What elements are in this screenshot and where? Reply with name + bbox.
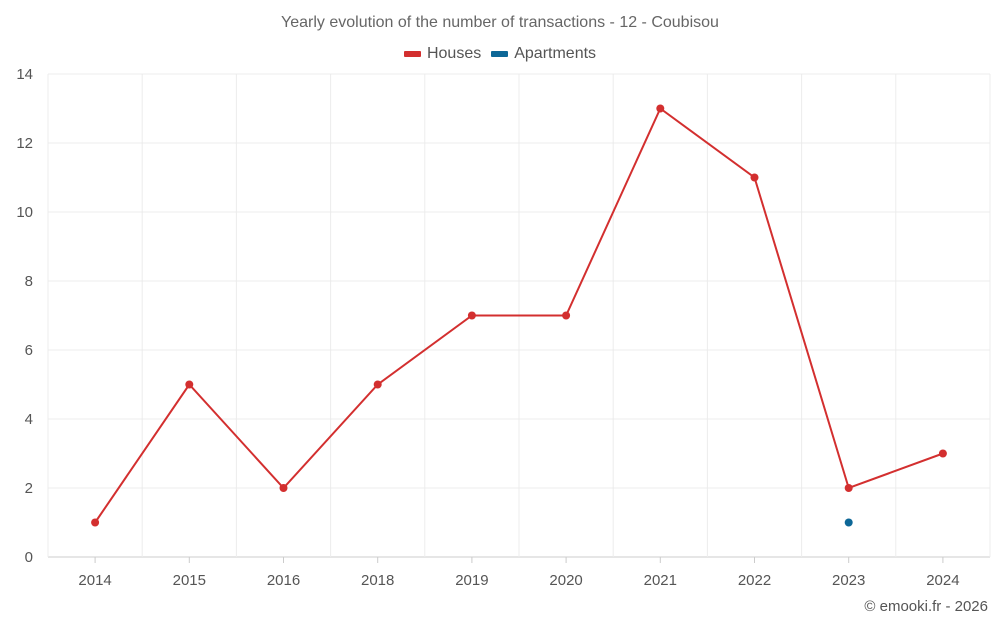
credit-text: © emooki.fr - 2026 bbox=[864, 598, 988, 615]
y-tick-label-10: 10 bbox=[16, 204, 33, 221]
data-point-houses-2019 bbox=[467, 311, 476, 320]
legend: Houses Apartments bbox=[0, 45, 1000, 63]
data-point-houses-2014 bbox=[91, 518, 100, 527]
x-tick-label-2023: 2023 bbox=[832, 572, 865, 589]
legend-item-apartments[interactable]: Apartments bbox=[491, 45, 596, 63]
y-tick-label-8: 8 bbox=[25, 273, 33, 290]
data-point-houses-2018 bbox=[373, 380, 382, 389]
data-point-houses-2015 bbox=[185, 380, 194, 389]
data-point-apartments-2023 bbox=[844, 518, 853, 527]
y-tick-label-4: 4 bbox=[25, 411, 33, 428]
legend-swatch-apartments bbox=[491, 51, 509, 57]
data-point-houses-2024 bbox=[938, 449, 947, 458]
y-tick-label-6: 6 bbox=[25, 342, 33, 359]
x-tick-label-2019: 2019 bbox=[455, 572, 488, 589]
x-tick-label-2021: 2021 bbox=[644, 572, 677, 589]
legend-item-houses[interactable]: Houses bbox=[403, 45, 482, 63]
data-point-houses-2020 bbox=[562, 311, 571, 320]
x-tick-label-2014: 2014 bbox=[78, 572, 111, 589]
legend-label-houses: Houses bbox=[426, 45, 482, 62]
y-tick-label-14: 14 bbox=[16, 66, 33, 83]
y-tick-label-2: 2 bbox=[25, 480, 33, 497]
series-line-houses bbox=[94, 106, 944, 524]
chart-title: Yearly evolution of the number of transa… bbox=[281, 14, 719, 31]
legend-label-apartments: Apartments bbox=[514, 45, 597, 62]
x-tick-label-2022: 2022 bbox=[738, 572, 771, 589]
x-tick-label-2016: 2016 bbox=[267, 572, 300, 589]
x-tick-label-2024: 2024 bbox=[926, 572, 959, 589]
data-point-houses-2022 bbox=[750, 173, 759, 182]
x-tick-label-2015: 2015 bbox=[173, 572, 206, 589]
data-point-houses-2016 bbox=[279, 484, 288, 492]
data-point-houses-2023 bbox=[844, 484, 853, 492]
x-tick-label-2018: 2018 bbox=[361, 572, 394, 589]
data-point-houses-2021 bbox=[656, 104, 665, 113]
legend-swatch-houses bbox=[403, 51, 421, 57]
y-tick-label-12: 12 bbox=[16, 135, 33, 152]
y-tick-label-0: 0 bbox=[25, 549, 33, 566]
x-tick-label-2020: 2020 bbox=[549, 572, 582, 589]
